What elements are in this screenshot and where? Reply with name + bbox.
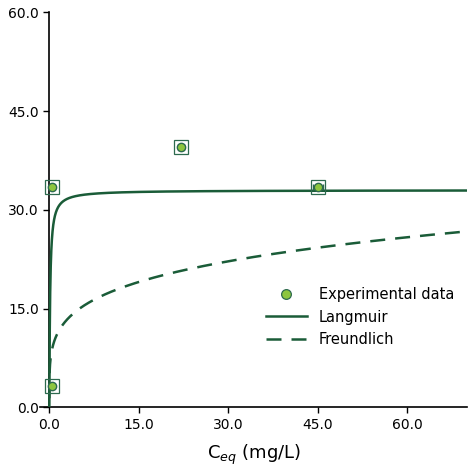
- X-axis label: C$_{eq}$ (mg/L): C$_{eq}$ (mg/L): [207, 443, 301, 467]
- Legend: Experimental data, Langmuir, Freundlich: Experimental data, Langmuir, Freundlich: [260, 282, 460, 353]
